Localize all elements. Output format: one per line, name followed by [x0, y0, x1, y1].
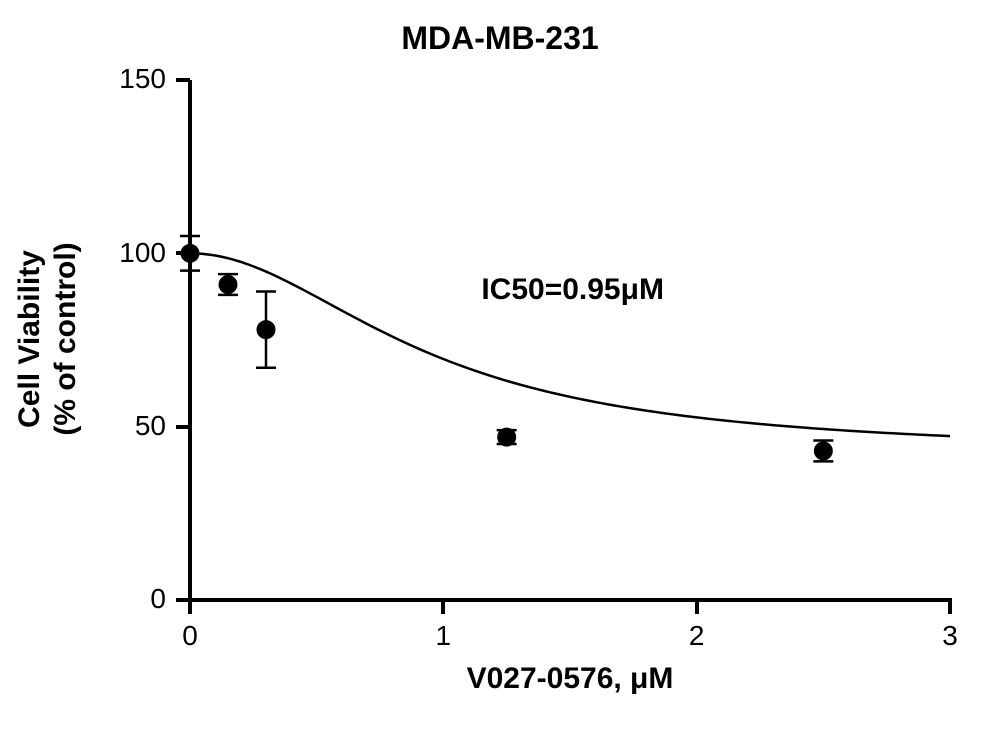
y-tick-label: 150	[86, 63, 166, 95]
figure: MDA-MB-231 IC50=0.95μM 0 50 100 150 0 1 2 3 Ce…	[0, 0, 1000, 752]
chart-title: MDA-MB-231	[0, 20, 1000, 57]
chart-svg-layer	[190, 80, 950, 600]
y-tick-label: 0	[86, 583, 166, 615]
ic50-annotation: IC50=0.95μM	[481, 273, 664, 307]
data-marker	[498, 428, 516, 446]
x-tick	[188, 600, 192, 614]
plot-area: IC50=0.95μM	[190, 80, 950, 600]
y-axis-label-line2: (% of control)	[49, 139, 83, 539]
y-tick-label: 50	[86, 410, 166, 442]
data-marker	[814, 442, 832, 460]
x-axis-label: V027-0576, μM	[190, 662, 950, 696]
x-tick-label: 1	[413, 620, 473, 652]
data-marker	[257, 321, 275, 339]
y-tick	[176, 425, 190, 429]
x-tick	[441, 600, 445, 614]
data-marker	[219, 276, 237, 294]
x-tick-label: 2	[667, 620, 727, 652]
x-tick-label: 3	[920, 620, 980, 652]
x-tick	[948, 600, 952, 614]
x-tick	[695, 600, 699, 614]
x-tick-label: 0	[160, 620, 220, 652]
y-tick	[176, 251, 190, 255]
y-axis-label-line1: Cell Viability	[13, 139, 47, 539]
y-tick	[176, 78, 190, 82]
y-tick-label: 100	[86, 237, 166, 269]
